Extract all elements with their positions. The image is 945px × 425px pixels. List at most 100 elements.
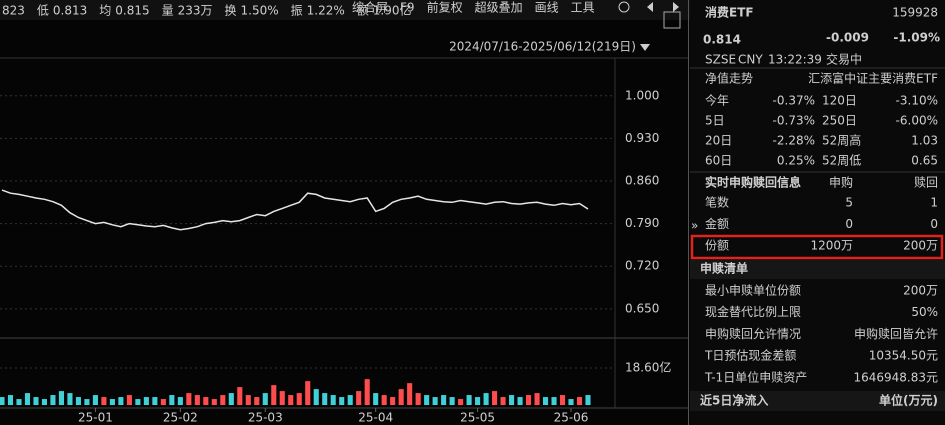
volume-bar [126,395,132,405]
fund-code: 159928 [892,6,938,20]
period-return: 0.25% [777,154,815,168]
quote-value: 0.815 [115,4,149,18]
quote-label: 低 [37,4,49,18]
volume-bar [101,397,107,405]
volume-bar [92,395,98,405]
fund-full-name: 汇添富中证主要消费ETF [808,71,938,86]
quote-value: 823 [2,4,25,18]
volume-bar [296,393,302,405]
volume-bar [271,385,277,405]
row-label: T-1日单位申赎资产 [704,369,807,384]
y-tick-label: 0.650 [625,301,659,315]
period-label: 60日 [705,154,732,168]
row-label: T日预估现金差额 [704,348,796,363]
volume-bar [568,399,574,405]
volume-bar [347,395,353,405]
date-range: 2024/07/16-2025/06/12(219日) [449,40,636,54]
toolbar-button[interactable]: F9 [400,1,415,15]
row-value: 1646948.83元 [853,370,938,384]
collapse-button[interactable]: » [691,219,698,233]
volume-bar [50,395,56,405]
toolbar-button[interactable]: 超级叠加 [475,0,523,15]
column-header: 申购 [829,175,853,190]
period-return: -0.37% [773,94,815,108]
quote-label: 量 [162,4,174,18]
x-tick-label: 25-04 [358,411,393,425]
period-label: 今年 [705,93,729,108]
volume-bar [16,399,22,405]
status-text: 交易中 [826,52,862,67]
volume-bar [322,393,328,405]
nav-link[interactable]: 净值走势 [705,71,753,86]
volume-bar [58,391,64,405]
settings-icon[interactable] [618,1,630,13]
side-panel [690,0,945,425]
unit-label: 单位(万元) [879,393,938,408]
period-return: -3.10% [896,94,938,108]
volume-bar [245,395,251,405]
y-tick-label: 0.720 [625,259,659,273]
toolbar-button[interactable]: 工具 [571,1,595,15]
y-tick-label: 0.930 [625,131,659,145]
price: 0.814 [703,33,741,47]
volume-bar [177,397,183,405]
volume-bar [475,397,481,405]
row-label: 金额 [705,216,729,231]
volume-bar [211,399,217,405]
row-value: 10354.50元 [869,349,938,363]
volume-bar [339,397,345,405]
quote-value: 0.813 [53,4,87,18]
x-tick-label: 25-03 [248,411,283,425]
section-band [690,391,945,411]
quote-value: 1.90亿 [373,3,412,18]
quote-label: 换 [225,4,237,18]
y-tick-label: 1.000 [625,88,659,102]
row-value: 1 [930,196,938,210]
forward-icon[interactable] [673,2,679,12]
volume-bar [41,399,48,405]
volume-bar [220,395,226,405]
volume-bar [526,395,532,405]
change: -0.009 [826,31,869,45]
volume-bar [576,397,583,405]
volume-bar [135,399,141,405]
volume-bar [118,397,124,405]
row-value: 50% [911,305,938,319]
volume-bar [458,399,464,405]
volume-bar [228,393,234,405]
volume-bar [33,397,39,405]
volume-bar [152,397,158,405]
volume-bar [407,383,413,405]
toolbar-button[interactable]: 综合屏 [352,0,388,15]
period-label: 120日 [822,94,857,108]
volume-bar [381,395,387,405]
status-text: CNY [738,53,763,67]
icon[interactable] [663,11,681,29]
section-title: 近5日净流入 [700,393,768,408]
volume-bar [364,379,370,405]
volume-bar [254,397,260,405]
volume-bar [67,393,73,405]
period-label: 52周高 [822,133,861,148]
row-value: 1200万 [810,239,853,253]
row-value: 5 [845,196,853,210]
volume-bar [441,395,447,405]
row-label: 份额 [705,239,729,253]
volume-bar [75,397,81,405]
dropdown-icon[interactable] [640,44,650,51]
row-label: 申购赎回允许情况 [705,326,801,341]
toolbar-button[interactable]: 画线 [535,1,559,15]
row-label: 最小申赎单位份额 [705,283,801,298]
section-title: 申赎清单 [700,261,748,276]
back-icon[interactable] [647,2,653,12]
x-tick-label: 25-06 [554,411,589,425]
status-text: SZSE [705,53,736,67]
volume-bar [356,391,362,405]
period-label: 250日 [822,114,857,128]
volume-bar [288,395,294,405]
toolbar-button[interactable]: 前复权 [427,0,463,15]
volume-bar [237,387,243,405]
quote-label: 额 [357,4,369,18]
y-tick-label: 0.790 [625,216,659,230]
